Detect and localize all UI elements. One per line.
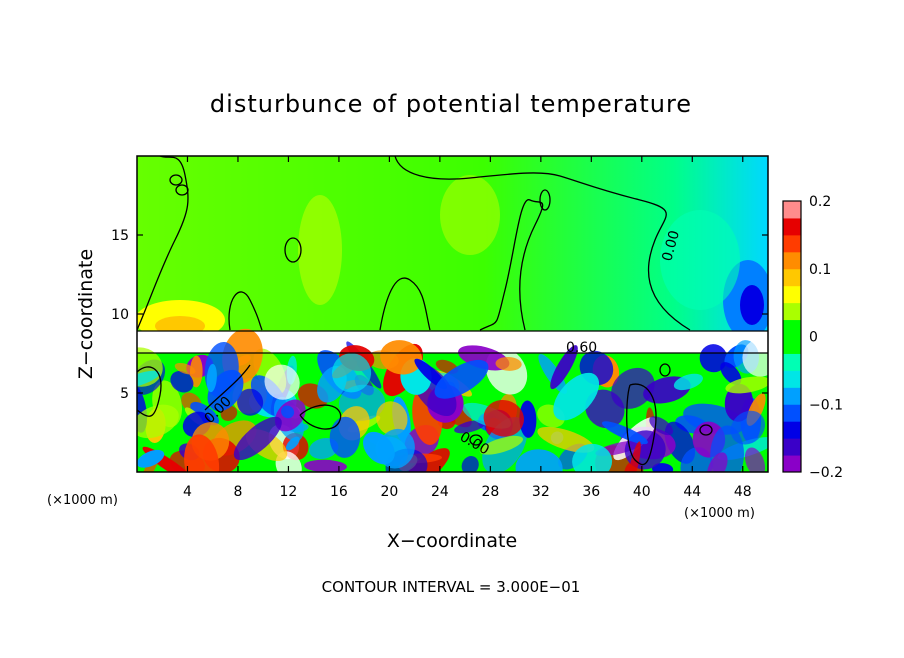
x-tick-label: 32	[532, 484, 550, 500]
field-blob	[329, 416, 361, 458]
field-blob	[264, 364, 300, 400]
field-blob	[725, 376, 768, 394]
field-blob	[550, 345, 578, 390]
x-unit-left: (×1000 m)	[47, 493, 118, 508]
field-blob	[730, 410, 766, 445]
field-blob	[537, 426, 595, 453]
x-tick-label: 48	[734, 484, 752, 500]
colorbar-swatch	[783, 201, 801, 219]
cool-patch	[740, 285, 764, 325]
colorbar-swatch	[783, 336, 801, 354]
field-blob	[189, 355, 203, 388]
field-blob	[495, 356, 522, 371]
field-blob	[434, 359, 489, 399]
field-blob	[137, 449, 165, 468]
colorbar-swatch	[783, 285, 801, 304]
field-blob	[479, 435, 524, 455]
x-tick-label: 28	[481, 484, 499, 500]
field-blob	[483, 399, 524, 437]
field-blob	[137, 370, 160, 389]
colorbar-swatch	[783, 404, 801, 422]
colorbar: 0.2 0.1 0 −0.1 −0.2	[782, 194, 843, 481]
colorbar-swatch	[783, 319, 801, 337]
field-blob	[380, 340, 423, 375]
colorbar-swatch	[783, 251, 801, 270]
colorbar-swatch	[783, 387, 801, 405]
colorbar-tick-label: −0.1	[809, 397, 843, 413]
cool-patch	[660, 210, 740, 310]
x-tick-label: 24	[431, 484, 449, 500]
inversion-band	[137, 331, 768, 353]
x-tick-label: 36	[582, 484, 600, 500]
x-tick-label: 12	[280, 484, 298, 500]
colorbar-swatch	[783, 353, 801, 371]
x-tick-label: 8	[233, 484, 242, 500]
y-tick-label: 5	[120, 386, 129, 402]
field-blob	[720, 362, 742, 385]
contour-label: 0.60	[566, 340, 597, 356]
contour-lines	[137, 156, 768, 466]
field-blob	[170, 370, 194, 393]
colorbar-swatch	[783, 268, 801, 287]
colorbar-tick-label: −0.2	[809, 465, 843, 481]
field-blob	[611, 367, 655, 409]
field-blob	[454, 420, 486, 434]
colorbar-swatch	[783, 438, 801, 456]
colorbar-swatch	[783, 217, 801, 236]
field-blob	[627, 441, 641, 472]
x-tick-label: 40	[633, 484, 651, 500]
field-blob	[461, 456, 479, 472]
field-blob	[707, 452, 728, 472]
field-blob	[331, 353, 372, 393]
field-blob	[285, 436, 300, 451]
field-blob	[742, 338, 768, 377]
chart-title: disturbunce of potential temperature	[210, 90, 692, 118]
warm-patch	[298, 195, 342, 305]
field-blob	[519, 400, 537, 438]
field-blob	[553, 372, 600, 421]
x-tick-label: 20	[380, 484, 398, 500]
field-blob	[206, 363, 217, 393]
x-axis-label: X−coordinate	[387, 530, 517, 552]
y-tick-label: 10	[111, 307, 129, 323]
field-blob	[377, 428, 415, 469]
field-blob	[673, 373, 703, 391]
colorbar-tick-label: 0	[809, 330, 818, 346]
field-blob	[304, 459, 347, 472]
field-blob	[649, 416, 674, 436]
heatmap-field	[137, 156, 768, 472]
field-blob	[281, 405, 295, 419]
colorbar-tick-label: 0.1	[809, 262, 831, 278]
field-blob	[376, 401, 408, 436]
colorbar-frame	[782, 200, 802, 473]
colorbar-swatch	[783, 234, 801, 253]
field-blob	[137, 404, 179, 439]
field-blob	[237, 388, 264, 416]
field-blob	[515, 449, 563, 472]
x-tick-label: 16	[330, 484, 348, 500]
field-blob	[601, 421, 648, 445]
colorbar-swatch	[783, 370, 801, 388]
field-blob	[699, 344, 728, 373]
x-tick-label: 44	[683, 484, 701, 500]
colorbar-swatch	[783, 302, 801, 321]
field-blob	[233, 416, 282, 461]
colorbar-tick-label: 0.2	[809, 194, 831, 210]
y-tick-label: 15	[111, 228, 129, 244]
field-blob	[184, 434, 220, 472]
field-blob	[174, 362, 196, 375]
contour-interval-note: CONTOUR INTERVAL = 3.000E−01	[322, 578, 581, 596]
colorbar-swatch	[783, 421, 801, 439]
colorbar-swatch	[783, 455, 801, 473]
y-axis-label: Z−coordinate	[75, 249, 97, 379]
contour-label: 0.00	[659, 229, 683, 263]
x-tick-label: 4	[183, 484, 192, 500]
warm-patch	[440, 175, 500, 255]
field-blob	[572, 443, 613, 472]
field-blob	[744, 447, 766, 472]
field-blob	[652, 463, 674, 472]
x-unit-right: (×1000 m)	[684, 506, 755, 521]
